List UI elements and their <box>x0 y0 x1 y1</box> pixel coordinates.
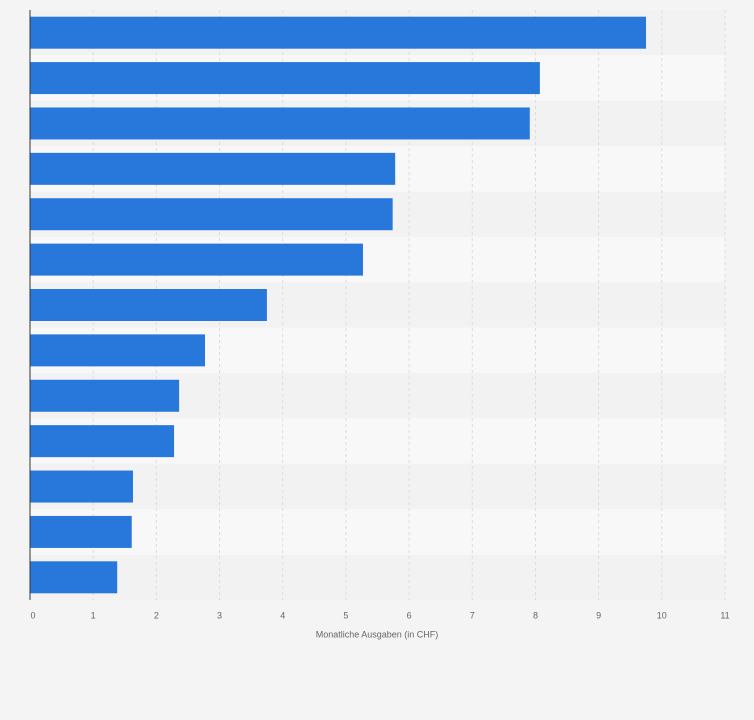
bar <box>30 379 180 412</box>
row-band <box>30 463 725 510</box>
x-tick-label: 3 <box>217 610 222 620</box>
x-tick-label: 8 <box>533 610 538 620</box>
bar <box>30 243 363 276</box>
bar <box>30 16 647 49</box>
bar <box>30 152 396 185</box>
row-band <box>30 554 725 600</box>
bar <box>30 515 132 548</box>
x-tick-label: 10 <box>657 610 667 620</box>
bar <box>30 198 393 231</box>
bar <box>30 425 175 458</box>
x-tick-label: 0 <box>30 610 35 620</box>
x-tick-label: 4 <box>280 610 285 620</box>
x-tick-label: 5 <box>343 610 348 620</box>
bar <box>30 107 530 140</box>
row-band <box>30 509 725 555</box>
x-tick-label: 7 <box>470 610 475 620</box>
bar <box>30 62 540 95</box>
x-tick-label: 6 <box>407 610 412 620</box>
x-axis-label: Monatliche Ausgaben (in CHF) <box>316 629 439 639</box>
x-tick-label: 11 <box>720 610 729 620</box>
bar <box>30 289 267 321</box>
bar <box>30 334 206 367</box>
bar <box>30 561 118 594</box>
x-tick-label: 9 <box>596 610 601 620</box>
x-tick-label: 2 <box>154 610 159 620</box>
bar <box>30 470 133 503</box>
x-tick-label: 1 <box>91 610 96 620</box>
